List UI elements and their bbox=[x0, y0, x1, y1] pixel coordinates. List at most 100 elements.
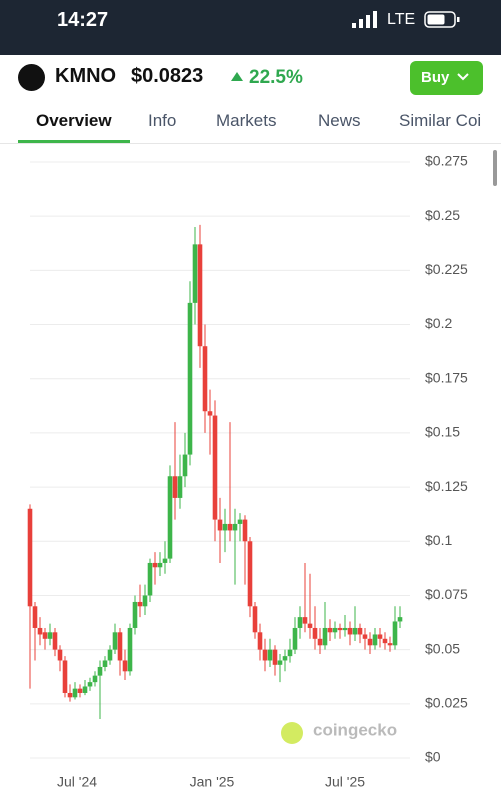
candle-body bbox=[157, 562, 163, 568]
tab[interactable]: Info bbox=[148, 111, 177, 130]
buy-label: Buy bbox=[421, 69, 450, 86]
candle-body bbox=[217, 519, 223, 531]
candle-body bbox=[27, 508, 33, 607]
time: 14:27 bbox=[57, 9, 109, 31]
y-tick-label: $0.275 bbox=[425, 153, 468, 169]
status-bar: 14:27 LTE bbox=[0, 0, 501, 55]
chevron bbox=[457, 73, 469, 81]
candle-body bbox=[297, 617, 303, 628]
candle-body bbox=[277, 660, 283, 665]
candle-body bbox=[247, 541, 253, 607]
candle-body bbox=[347, 627, 353, 635]
change: 22.5% bbox=[249, 67, 303, 88]
y-tick-label: $0.025 bbox=[425, 695, 468, 711]
y-tick-label: $0 bbox=[425, 749, 441, 765]
candle-body bbox=[172, 476, 178, 498]
candle-body bbox=[227, 523, 233, 531]
y-tick-label: $0.1 bbox=[425, 532, 452, 548]
y-tick-label: $0.25 bbox=[425, 207, 460, 223]
candle-body bbox=[302, 617, 308, 624]
candle-body bbox=[147, 562, 153, 596]
y-tick-label: $0.075 bbox=[425, 586, 468, 602]
scrollbar bbox=[493, 150, 497, 186]
candle-body bbox=[372, 634, 378, 646]
y-tick-label: $0.05 bbox=[425, 640, 460, 656]
candle-body bbox=[367, 638, 373, 646]
candle-body bbox=[252, 606, 258, 633]
candle-body bbox=[202, 346, 208, 412]
candle-body bbox=[82, 686, 88, 693]
candle-body bbox=[272, 649, 278, 665]
candle-body bbox=[282, 656, 288, 661]
tab-bar: Overview Info Markets News Similar Coi bbox=[0, 100, 501, 144]
price: $0.0823 bbox=[131, 65, 204, 87]
candle-body bbox=[167, 476, 173, 559]
coin-header: KMNO $0.0823 22.5% Buy bbox=[0, 55, 501, 100]
candle-body bbox=[77, 688, 83, 693]
up-arrow bbox=[231, 72, 243, 81]
candle-body bbox=[42, 632, 48, 639]
candle-body bbox=[177, 476, 183, 498]
candle-body bbox=[57, 649, 63, 661]
candle-body bbox=[382, 638, 388, 644]
symbol: KMNO bbox=[55, 65, 117, 87]
candle-body bbox=[222, 523, 228, 531]
x-tick-label: Jan '25 bbox=[190, 774, 235, 790]
candle-body bbox=[377, 634, 383, 639]
candle-body bbox=[62, 660, 68, 693]
candle-body bbox=[337, 627, 343, 631]
candle-body bbox=[207, 411, 213, 416]
candle-body bbox=[292, 627, 298, 650]
network: LTE bbox=[387, 11, 416, 28]
candle-body bbox=[352, 627, 358, 635]
candle-body bbox=[32, 606, 38, 628]
candle-body bbox=[332, 627, 338, 633]
candle-body bbox=[107, 649, 113, 661]
candle-body bbox=[317, 638, 323, 646]
candle-body bbox=[392, 621, 398, 646]
y-tick-label: $0.15 bbox=[425, 424, 460, 440]
battery-icon bbox=[424, 11, 460, 28]
tab[interactable]: Markets bbox=[216, 111, 277, 130]
y-tick-label: $0.225 bbox=[425, 261, 468, 277]
candle-body bbox=[102, 660, 108, 667]
candle-body bbox=[342, 627, 348, 631]
candle-body bbox=[117, 632, 123, 661]
y-tick-label: $0.175 bbox=[425, 369, 468, 385]
watermark-logo bbox=[281, 722, 303, 744]
tab[interactable]: Overview bbox=[36, 111, 112, 130]
x-tick-label: Jul '24 bbox=[57, 774, 97, 790]
candle-body bbox=[182, 454, 188, 477]
candle-body bbox=[287, 649, 293, 657]
candle-body bbox=[232, 523, 238, 531]
candle-body bbox=[307, 623, 313, 628]
candle-body bbox=[387, 643, 393, 646]
tab[interactable]: Similar Coi bbox=[399, 111, 482, 130]
candle-body bbox=[112, 632, 118, 650]
candle-body bbox=[142, 595, 148, 607]
candle-body bbox=[237, 519, 243, 524]
candle-body bbox=[87, 682, 93, 687]
candle-body bbox=[37, 627, 43, 635]
candle-body bbox=[312, 627, 318, 639]
coin-logo bbox=[18, 64, 45, 91]
candle-body bbox=[357, 627, 363, 635]
y-tick-label: $0.2 bbox=[425, 315, 452, 331]
candle-body bbox=[67, 692, 73, 698]
signal-icon bbox=[352, 11, 377, 28]
tab[interactable]: News bbox=[318, 111, 361, 130]
candle-body bbox=[162, 558, 168, 563]
x-tick-label: Jul '25 bbox=[325, 774, 365, 790]
candle-body bbox=[192, 244, 198, 303]
candle-body bbox=[187, 302, 193, 455]
candle-body bbox=[152, 562, 158, 568]
buy-button[interactable]: Buy bbox=[410, 61, 483, 95]
y-tick-label: $0.125 bbox=[425, 478, 468, 494]
candle-body bbox=[212, 415, 218, 520]
candle-body bbox=[197, 244, 203, 347]
candle-body bbox=[397, 617, 403, 622]
watermark: coingecko bbox=[313, 720, 397, 739]
candle-body bbox=[92, 675, 98, 683]
candle-body bbox=[122, 660, 128, 672]
